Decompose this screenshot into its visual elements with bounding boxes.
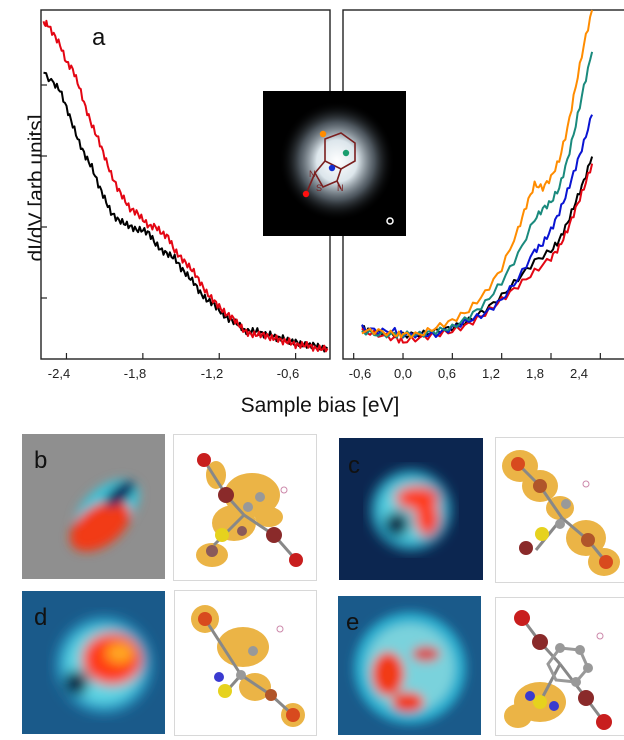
inset-molecule-drawing: N S N (279, 101, 395, 225)
panel-label-b: b (34, 447, 48, 474)
x-tick-label-left-3: -1,2 (200, 366, 224, 381)
svg-text:N: N (337, 183, 344, 193)
svg-text:S: S (316, 183, 322, 193)
left-x-ticks (65, 353, 297, 359)
inset-marker-blue (328, 164, 336, 172)
panel-label-e: e (346, 609, 360, 636)
left-y-ticks (41, 84, 47, 299)
panel-label-c: c (348, 452, 360, 479)
x-tick-label-right-5: 1,8 (525, 366, 545, 381)
x-axis-label: Sample bias [eV] (240, 394, 400, 417)
stm-image-d (22, 591, 165, 734)
svg-text:N: N (309, 169, 316, 179)
right-series-group (361, 9, 594, 344)
x-tick-label-left-2: -1,8 (123, 366, 147, 381)
x-tick-label-right-1: -0,6 (348, 366, 372, 381)
stm-image-e (338, 596, 481, 735)
right-series-line-5 (361, 9, 594, 339)
orbital-model-d (174, 590, 317, 736)
right-series-line-4 (361, 51, 594, 339)
panel-label-d: d (34, 604, 48, 631)
orbital-model-c (495, 437, 624, 583)
inset-marker-white (386, 217, 394, 225)
x-tick-label-right-6: 2,4 (569, 366, 589, 381)
stm-image-c (339, 438, 483, 580)
x-tick-label-right-3: 0,6 (437, 366, 457, 381)
left-series-group (42, 19, 329, 353)
x-tick-label-left-1: -2,4 (47, 366, 71, 381)
left-series-line-2 (42, 19, 329, 353)
inset-marker-orange (319, 130, 327, 138)
x-tick-label-right-4: 1,2 (481, 366, 501, 381)
inset-marker-green (342, 149, 350, 157)
right-x-ticks (353, 353, 601, 359)
inset-marker-red (302, 190, 310, 198)
x-tick-label-right-2: 0,0 (393, 366, 413, 381)
x-tick-label-left-4: -0,6 (276, 366, 300, 381)
inset-stm-image: N S N (263, 91, 406, 236)
stm-image-b (22, 434, 165, 579)
orbital-model-e (495, 597, 624, 736)
orbital-model-b (173, 434, 317, 581)
panel-label-a: a (92, 24, 106, 51)
